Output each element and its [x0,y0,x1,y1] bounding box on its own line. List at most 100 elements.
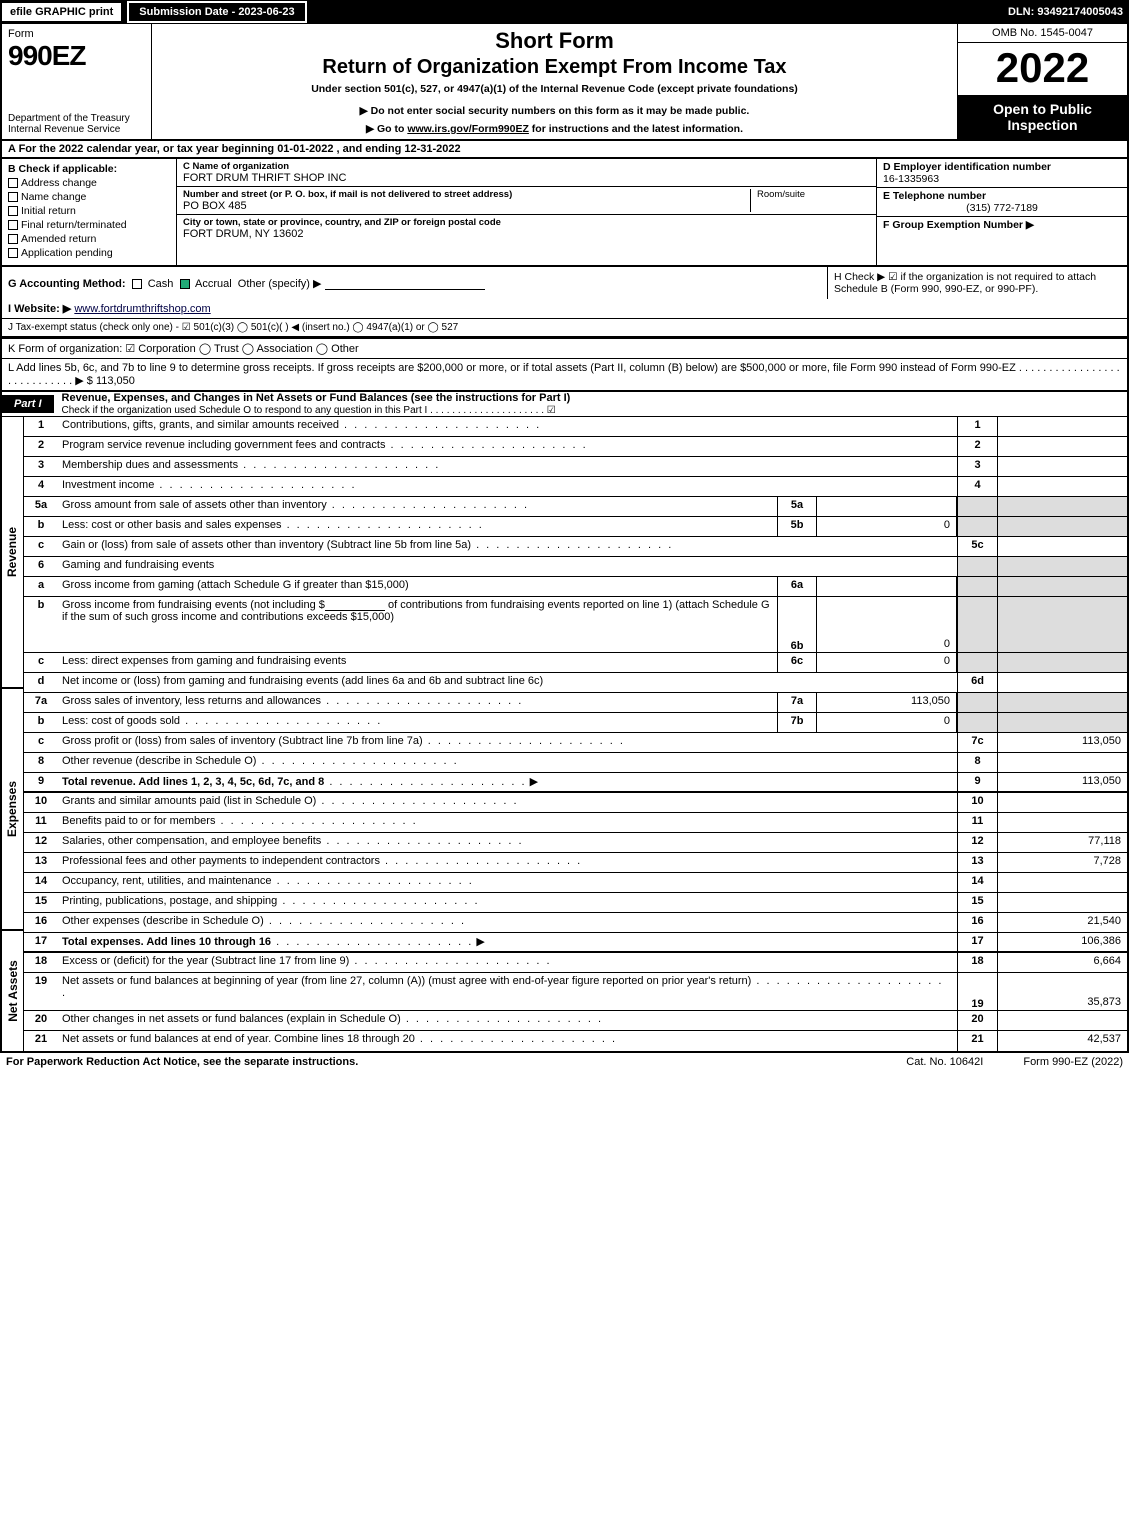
ln-16-val: 21,540 [997,913,1127,932]
ln-11-val [997,813,1127,832]
ln-7a-desc: Gross sales of inventory, less returns a… [62,695,321,707]
other-specify-input[interactable] [325,278,485,290]
part-i-check: Check if the organization used Schedule … [62,405,556,416]
ln-6-val [997,557,1127,576]
ln-20-box: 20 [957,1011,997,1030]
org-name-cell: C Name of organization FORT DRUM THRIFT … [177,159,876,187]
ln-10-box: 10 [957,793,997,812]
website-link[interactable]: www.fortdrumthriftshop.com [74,303,210,315]
footer-form-ref: Form 990-EZ (2022) [1023,1056,1123,1068]
telephone-cell: E Telephone number (315) 772-7189 [877,188,1127,217]
ln-5b-val [997,517,1127,536]
ln-9-box: 9 [957,773,997,791]
row-i-website: I Website: ▶ www.fortdrumthriftshop.com [0,299,1129,319]
part-i-header: Part I Revenue, Expenses, and Changes in… [0,392,1129,417]
ln-2-num: 2 [24,437,58,456]
ln-5c-box: 5c [957,537,997,556]
city-label: City or town, state or province, country… [183,217,870,228]
ln-4-val [997,477,1127,496]
ln-14-num: 14 [24,873,58,892]
ln-7c-val: 113,050 [997,733,1127,752]
ln-7c-num: c [24,733,58,752]
ln-2-val [997,437,1127,456]
ln-6c-sub: 6c [777,653,817,672]
efile-print-button[interactable]: efile GRAPHIC print [0,1,123,23]
row-g-h: G Accounting Method: Cash Accrual Other … [0,267,1129,299]
ln-9-val: 113,050 [997,773,1127,791]
accrual-label: Accrual [195,278,232,290]
ln-5a-box [957,497,997,516]
chk-initial-return[interactable]: Initial return [20,205,170,217]
ln-12-num: 12 [24,833,58,852]
line-9: 9 Total revenue. Add lines 1, 2, 3, 4, 5… [24,773,1127,793]
ln-4-num: 4 [24,477,58,496]
other-label: Other (specify) ▶ [238,278,322,290]
ln-13-desc: Professional fees and other payments to … [62,855,380,867]
department-label: Department of the Treasury Internal Reve… [8,113,145,135]
line-15: 15 Printing, publications, postage, and … [24,893,1127,913]
ln-12-box: 12 [957,833,997,852]
footer-cat-no: Cat. No. 10642I [906,1056,983,1068]
ln-6d-val [997,673,1127,692]
chk-application-pending[interactable]: Application pending [20,247,170,259]
ln-6a-val [997,577,1127,596]
ln-10-desc: Grants and similar amounts paid (list in… [62,795,316,807]
accounting-method: G Accounting Method: Cash Accrual Other … [2,267,827,299]
line-7b: b Less: cost of goods sold 7b 0 [24,713,1127,733]
line-4: 4 Investment income 4 [24,477,1127,497]
ln-17-desc: Total expenses. Add lines 10 through 16 [62,936,271,948]
ln-5c-num: c [24,537,58,556]
line-6d: d Net income or (loss) from gaming and f… [24,673,1127,693]
line-11: 11 Benefits paid to or for members 11 [24,813,1127,833]
chk-amended-return[interactable]: Amended return [20,233,170,245]
row-l-text: L Add lines 5b, 6c, and 7b to line 9 to … [8,362,1120,387]
ln-6d-box: 6d [957,673,997,692]
chk-address-change[interactable]: Address change [20,177,170,189]
ln-13-val: 7,728 [997,853,1127,872]
ln-13-num: 13 [24,853,58,872]
row-l-value: 113,050 [96,375,135,387]
street-cell: Number and street (or P. O. box, if mail… [177,187,876,215]
line-12: 12 Salaries, other compensation, and emp… [24,833,1127,853]
ln-7b-val [997,713,1127,732]
ln-1-box: 1 [957,417,997,436]
ln-6b-val [997,597,1127,652]
dln-number: DLN: 93492174005043 [1008,6,1129,18]
schedule-b-check: H Check ▶ ☑ if the organization is not r… [827,267,1127,299]
ln-1-desc: Contributions, gifts, grants, and simila… [62,419,339,431]
chk-name-change[interactable]: Name change [20,191,170,203]
chk-final-return[interactable]: Final return/terminated [20,219,170,231]
ln-5c-desc: Gain or (loss) from sale of assets other… [62,539,471,551]
ln-16-box: 16 [957,913,997,932]
irs-link[interactable]: www.irs.gov/Form990EZ [407,123,529,135]
ln-14-val [997,873,1127,892]
chk-cash[interactable] [132,279,142,289]
line-6: 6 Gaming and fundraising events [24,557,1127,577]
city-cell: City or town, state or province, country… [177,215,876,242]
goto-text: ▶ Go to www.irs.gov/Form990EZ for instru… [160,123,949,135]
line-5b: b Less: cost or other basis and sales ex… [24,517,1127,537]
row-l-gross-receipts: L Add lines 5b, 6c, and 7b to line 9 to … [0,359,1129,392]
chk-accrual[interactable] [180,279,190,289]
ln-5a-sub: 5a [777,497,817,516]
ln-13-box: 13 [957,853,997,872]
ln-5b-sub: 5b [777,517,817,536]
ln-16-num: 16 [24,913,58,932]
ln-15-num: 15 [24,893,58,912]
line-2: 2 Program service revenue including gove… [24,437,1127,457]
ln-7b-desc: Less: cost of goods sold [62,715,180,727]
col-b-header: B Check if applicable: [8,163,170,175]
header-left: Form 990EZ Department of the Treasury In… [2,24,152,139]
ein-label: D Employer identification number [883,161,1121,173]
ln-6a-desc: Gross income from gaming (attach Schedul… [58,577,777,596]
ln-6c-desc: Less: direct expenses from gaming and fu… [62,655,346,667]
ln-7c-desc: Gross profit or (loss) from sales of inv… [62,735,423,747]
do-not-enter-text: ▶ Do not enter social security numbers o… [160,105,949,117]
row-a-calendar-year: A For the 2022 calendar year, or tax yea… [0,141,1129,159]
line-10: 10 Grants and similar amounts paid (list… [24,793,1127,813]
form-label: Form [8,28,145,40]
ln-19-box: 19 [957,973,997,1010]
column-c-org-info: C Name of organization FORT DRUM THRIFT … [177,159,877,265]
ln-2-box: 2 [957,437,997,456]
line-21: 21 Net assets or fund balances at end of… [24,1031,1127,1051]
